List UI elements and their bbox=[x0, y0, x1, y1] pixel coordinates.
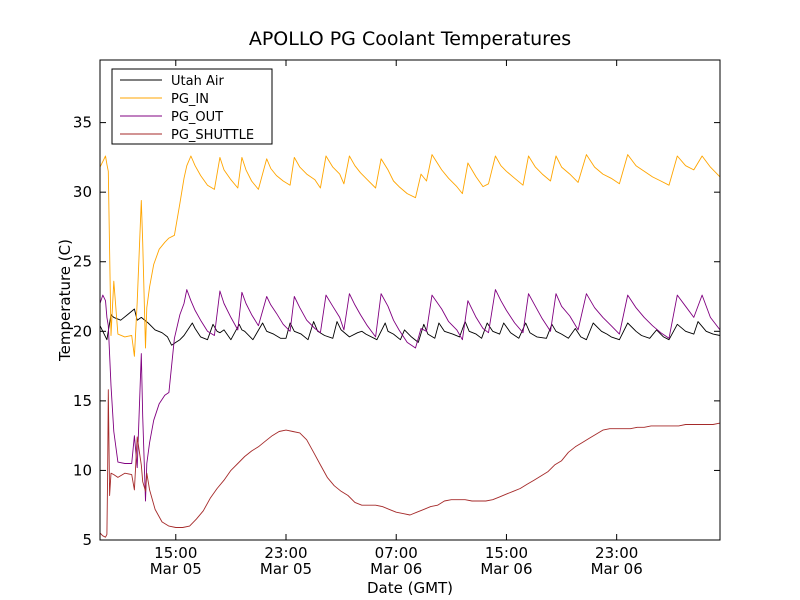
legend-box bbox=[111, 68, 273, 145]
y-tick-label: 10 bbox=[73, 461, 92, 479]
y-tick-label: 15 bbox=[73, 392, 92, 410]
y-tick-label: 25 bbox=[73, 253, 92, 271]
y-tick-label: 5 bbox=[82, 531, 92, 549]
legend-label-pg-shuttle: PG_SHUTTLE bbox=[171, 128, 254, 143]
y-tick-label: 35 bbox=[73, 114, 92, 132]
series-layer bbox=[99, 154, 721, 538]
x-tick-time-label: 15:00 bbox=[485, 544, 528, 562]
y-tick-label: 30 bbox=[73, 183, 92, 201]
x-tick-time-label: 23:00 bbox=[264, 544, 307, 562]
series-line-pg-shuttle bbox=[99, 389, 721, 538]
legend: Utah Air PG_IN PG_OUT PG_SHUTTLE bbox=[111, 68, 273, 145]
series-line-utah-air bbox=[99, 308, 721, 346]
x-tick-date-label: Mar 06 bbox=[480, 560, 532, 578]
legend-label-pg-in: PG_IN bbox=[171, 92, 209, 107]
x-axis-label: Date (GMT) bbox=[367, 579, 453, 597]
x-tick-date-label: Mar 06 bbox=[370, 560, 422, 578]
y-tick-label: 20 bbox=[73, 322, 92, 340]
series-line-pg-out bbox=[99, 289, 721, 502]
x-tick-time-label: 15:00 bbox=[154, 544, 197, 562]
plot-frame bbox=[99, 59, 721, 541]
legend-label-utah-air: Utah Air bbox=[171, 74, 224, 89]
series-line-pg-in bbox=[99, 154, 721, 357]
x-tick-time-label: 23:00 bbox=[595, 544, 638, 562]
x-tick-time-label: 07:00 bbox=[375, 544, 418, 562]
x-tick-date-label: Mar 05 bbox=[150, 560, 202, 578]
chart-title: APOLLO PG Coolant Temperatures bbox=[249, 28, 571, 50]
x-tick-date-label: Mar 06 bbox=[591, 560, 643, 578]
y-axis-label: Temperature (C) bbox=[56, 239, 74, 362]
x-tick-date-label: Mar 05 bbox=[260, 560, 312, 578]
legend-label-pg-out: PG_OUT bbox=[171, 110, 223, 125]
